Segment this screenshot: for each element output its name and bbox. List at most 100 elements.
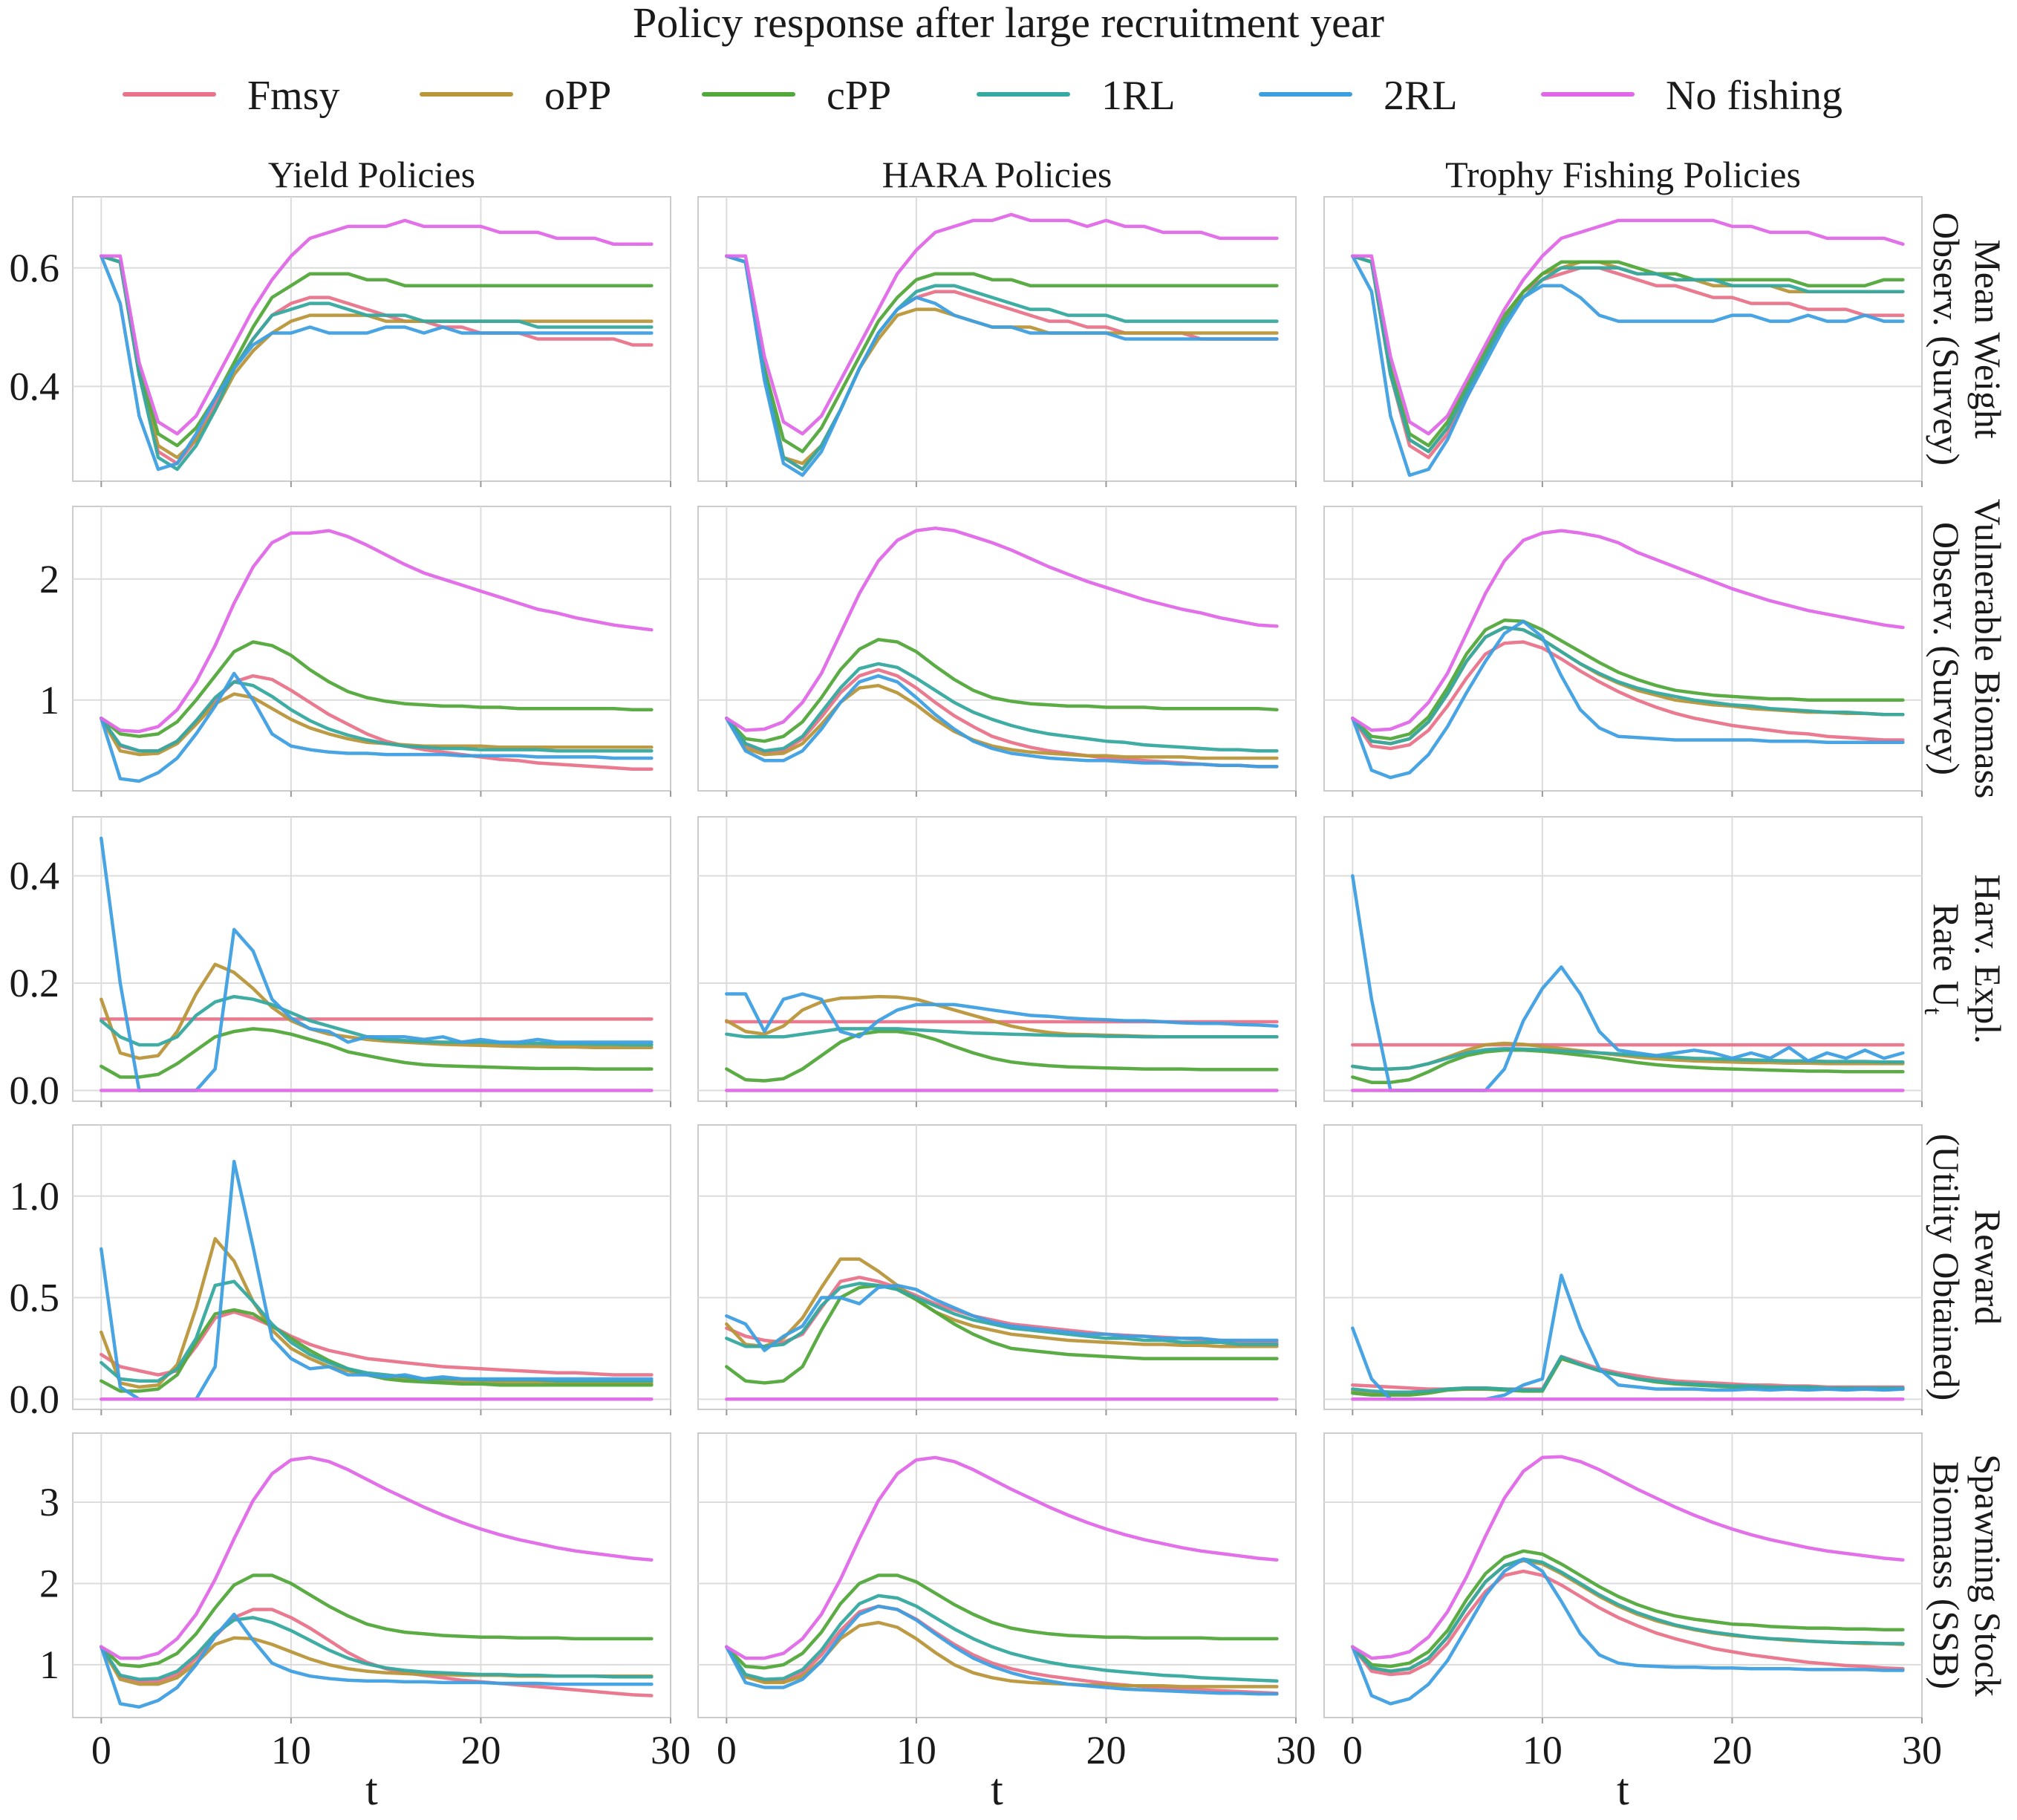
row-label-line: Spawning Stock <box>1967 1454 2009 1696</box>
series-line-1rl <box>1351 254 1905 454</box>
series-line-no-fishing <box>1351 529 1905 732</box>
panel-r2-c1: 12 <box>39 506 671 797</box>
series-line-1rl <box>1351 1354 1905 1394</box>
row-label-line: Rate Ut <box>1919 904 1967 1015</box>
x-axis-label: t <box>365 1765 378 1814</box>
series-line-2rl <box>725 254 1279 477</box>
series-line-opp <box>725 1257 1279 1348</box>
series-line-2rl <box>100 671 654 783</box>
series-line-no-fishing <box>725 526 1279 732</box>
panel-r1-c1: 0.4 0.6 <box>10 196 671 487</box>
y-tick-label: 0.2 <box>10 961 60 1005</box>
x-tick-label: 30 <box>1276 1728 1316 1772</box>
series-line-2rl <box>100 1612 654 1709</box>
series-line-1rl <box>100 680 654 753</box>
series-line-2rl <box>725 673 1279 769</box>
series-line-2rl <box>100 254 654 472</box>
panel-frame <box>1323 506 1923 792</box>
y-tick-label: 2 <box>39 1561 59 1605</box>
x-axis-label: t <box>991 1765 1003 1814</box>
y-tick-label: 0.4 <box>10 853 60 898</box>
y-tick-label: 0.0 <box>10 1069 60 1113</box>
series-line-1rl <box>1351 1557 1905 1673</box>
legend-label-opp: oPP <box>544 73 611 119</box>
panel-r1-c3 <box>1323 196 1923 487</box>
y-tick-label: 3 <box>39 1480 59 1524</box>
series-line-2rl <box>1351 254 1905 477</box>
y-tick-label: 0.0 <box>10 1377 60 1421</box>
series-line-2rl <box>725 1283 1279 1352</box>
panel-frame <box>1323 1432 1923 1718</box>
x-tick-label: 30 <box>651 1728 691 1772</box>
panel-r4-c1: 0.0 0.5 1.0 <box>10 1124 671 1421</box>
x-tick-label: 30 <box>1902 1728 1942 1772</box>
row-label-line: Vulnerable Biomass <box>1967 499 2009 799</box>
series-line-cpp <box>725 638 1279 743</box>
legend-label-1rl: 1RL <box>1101 73 1176 119</box>
column-titles: Yield Policies HARA Policies Trophy Fishin… <box>268 154 1801 195</box>
series-line-no-fishing <box>725 212 1279 436</box>
x-axis-label: t <box>1617 1765 1629 1814</box>
series-line-fmsy <box>1351 254 1905 460</box>
series-line-no-fishing <box>100 1455 654 1660</box>
row-label-4: Reward(Utility Obtained) <box>1926 1134 2009 1401</box>
series-line-2rl <box>1351 1557 1905 1706</box>
row-label-line: (Utility Obtained) <box>1926 1134 1967 1401</box>
series-line-fmsy <box>1351 640 1905 751</box>
row-label-line: Mean Weight <box>1967 239 2009 439</box>
y-tick-label: 2 <box>39 557 59 601</box>
series-line-cpp <box>1351 1549 1905 1669</box>
y-tick-label: 1.0 <box>10 1174 60 1219</box>
x-tick-label: 20 <box>1712 1728 1752 1772</box>
series-line-1rl <box>100 254 654 472</box>
series-line-opp <box>100 962 654 1060</box>
series-line-opp <box>100 254 654 460</box>
y-tick-label: 1 <box>39 1643 59 1687</box>
series-line-2rl <box>725 992 1279 1039</box>
panel-frame <box>697 816 1297 1102</box>
series-line-cpp <box>100 640 654 738</box>
y-tick-label: 0.6 <box>10 246 60 290</box>
panel-r2-c3 <box>1323 506 1923 797</box>
panel-r3-c3 <box>1323 816 1923 1107</box>
panel-frame <box>1323 1124 1923 1410</box>
chart-title: Policy response after large recruitment … <box>633 0 1384 47</box>
row-label-line: Harv. Expl. <box>1967 874 2009 1044</box>
series-line-2rl <box>1351 619 1905 780</box>
series-line-cpp <box>100 254 654 448</box>
series-line-1rl <box>100 1279 654 1383</box>
series-line-no-fishing <box>1351 218 1905 436</box>
panel-r3-c1: 0.0 0.2 0.4 <box>10 816 671 1113</box>
series-line-1rl <box>725 662 1279 753</box>
row-label-line: Observ. (Survey) <box>1926 212 1967 466</box>
panel-r2-c2 <box>697 506 1297 797</box>
legend-label-no-fishing: No fishing <box>1666 73 1842 119</box>
row-label-3: Harv. Expl.Rate Ut <box>1919 874 2009 1044</box>
panel-frame <box>1323 196 1923 482</box>
series-line-cpp <box>100 1027 654 1079</box>
x-tick-label: 10 <box>271 1728 311 1772</box>
column-title-hara-policies: HARA Policies <box>882 154 1112 195</box>
series-line-cpp <box>1351 618 1905 741</box>
x-tick-label: 0 <box>91 1728 111 1772</box>
x-tick-label: 0 <box>717 1728 737 1772</box>
panel-r5-c3: 0 10 20 30 <box>1323 1432 1942 1772</box>
panel-frame <box>1323 816 1923 1102</box>
series-line-cpp <box>1351 254 1905 448</box>
series-line-1rl <box>725 1027 1279 1039</box>
x-tick-label: 0 <box>1343 1728 1363 1772</box>
y-tick-label: 0.5 <box>10 1276 60 1320</box>
x-tick-label: 20 <box>460 1728 501 1772</box>
panel-r5-c2: 0 10 20 30 <box>697 1432 1316 1772</box>
x-tick-label: 10 <box>1522 1728 1563 1772</box>
legend-label-fmsy: Fmsy <box>247 73 340 119</box>
panel-frame <box>72 1124 671 1410</box>
y-tick-label: 0.4 <box>10 364 60 408</box>
panel-r4-c2 <box>697 1124 1297 1415</box>
series-line-1rl <box>725 1282 1279 1348</box>
